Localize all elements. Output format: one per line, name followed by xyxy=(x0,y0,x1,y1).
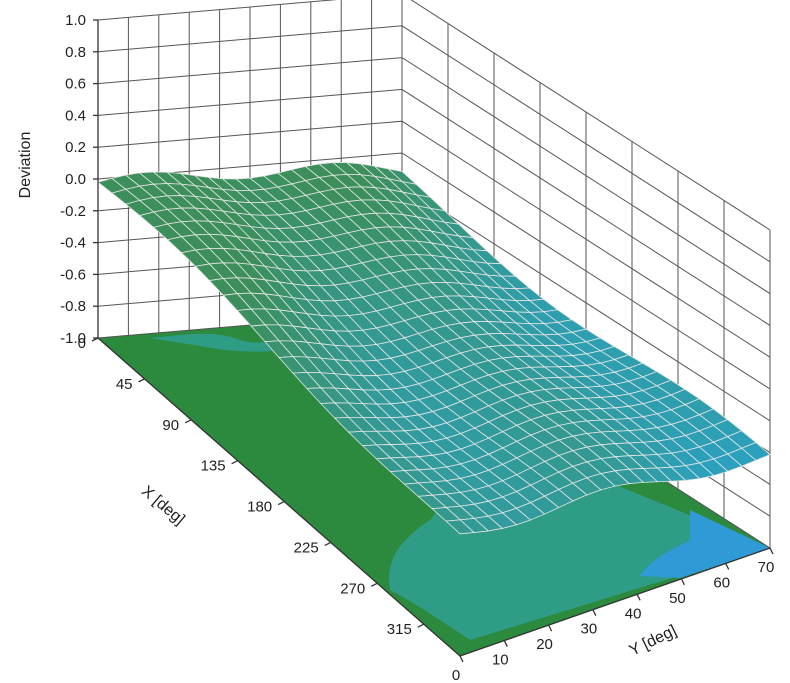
z-tick-label-7: -0.4 xyxy=(60,235,86,252)
z-tick-label-5: 0.0 xyxy=(65,171,86,188)
z-tick-label-0: 1.0 xyxy=(65,12,86,29)
y-tick-label-4: 40 xyxy=(625,605,642,622)
y-tick-label-6: 60 xyxy=(713,574,730,591)
x-tick-label-5: 225 xyxy=(294,539,319,556)
y-tick-mark-4 xyxy=(636,593,641,601)
z-axis-title: Deviation xyxy=(17,132,34,199)
y-tick-mark-0 xyxy=(459,655,464,663)
x-tick-mark-1 xyxy=(138,378,145,383)
y-tick-mark-5 xyxy=(680,578,686,586)
x-tick-label-2: 90 xyxy=(162,417,179,434)
x-tick-mark-4 xyxy=(277,500,285,506)
z-tick-label-10: -1.0 xyxy=(60,330,86,347)
z-tick-label-6: -0.2 xyxy=(60,203,86,220)
y-tick-label-5: 50 xyxy=(669,590,686,607)
deviation-surface xyxy=(97,162,771,535)
y-tick-mark-3 xyxy=(592,609,597,617)
z-tick-label-3: 0.4 xyxy=(65,107,86,124)
surface-cell-25-0 xyxy=(445,519,476,535)
y-tick-mark-1 xyxy=(503,640,508,647)
x-tick-label-7: 315 xyxy=(387,621,412,638)
z-tick-label-4: 0.2 xyxy=(65,139,86,156)
y-tick-mark-6 xyxy=(725,563,730,570)
x-tick-mark-2 xyxy=(184,419,192,424)
z-tick-label-9: -0.8 xyxy=(60,298,86,315)
y-tick-label-3: 30 xyxy=(581,621,598,638)
x-tick-label-4: 180 xyxy=(247,499,272,516)
x-tick-mark-6 xyxy=(370,582,378,587)
x-tick-mark-0 xyxy=(91,337,99,342)
z-tick-label-2: 0.6 xyxy=(65,76,86,93)
x-tick-label-1: 45 xyxy=(116,376,133,393)
axes: 1.00.80.60.40.20.0-0.2-0.4-0.6-0.8-1.004… xyxy=(60,12,774,683)
y-tick-label-2: 20 xyxy=(536,636,553,653)
y-axis-line xyxy=(459,547,771,657)
wall-grid-line-z-0 xyxy=(97,0,771,231)
x-tick-mark-7 xyxy=(417,623,425,628)
x-tick-mark-5 xyxy=(324,541,332,547)
floor-blue-region xyxy=(640,510,770,578)
y-tick-label-7: 70 xyxy=(758,559,775,576)
x-tick-label-6: 270 xyxy=(340,580,365,597)
z-tick-label-1: 0.8 xyxy=(65,44,86,61)
x-tick-mark-3 xyxy=(231,460,238,465)
z-tick-label-8: -0.6 xyxy=(60,266,86,283)
y-tick-label-1: 10 xyxy=(492,652,509,669)
y-tick-mark-7 xyxy=(769,547,774,555)
y-tick-label-0: 0 xyxy=(452,667,460,683)
y-axis-title: Y [deg] xyxy=(627,622,680,659)
y-tick-mark-2 xyxy=(547,624,553,632)
x-axis-title: X [deg] xyxy=(138,483,188,529)
x-tick-label-0: 0 xyxy=(78,335,86,352)
x-axis-line xyxy=(97,337,461,657)
x-tick-label-3: 135 xyxy=(201,458,226,475)
